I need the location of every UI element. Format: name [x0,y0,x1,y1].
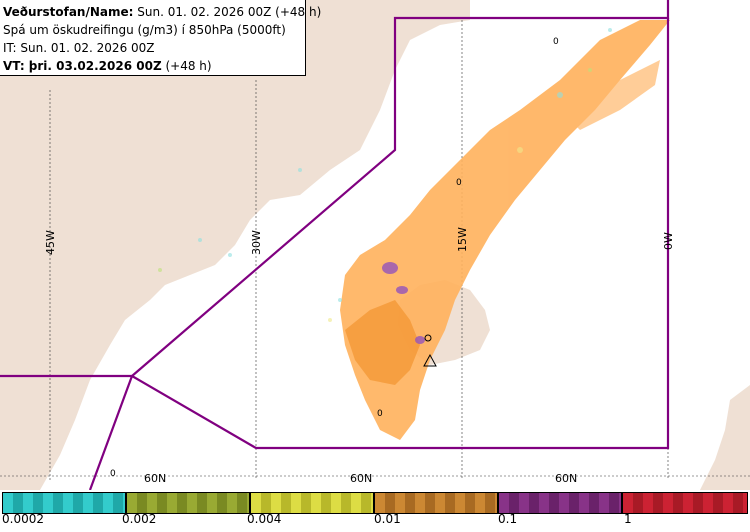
legend-swatch-5 [498,492,622,514]
zero-marker-sw: 0 [110,469,116,479]
info-line-1: Veðurstofan/Name: Sun. 01. 02. 2026 00Z … [3,3,321,21]
legend-tick-3: 0.004 [247,512,282,526]
ash-plume-dark [345,300,420,385]
airspace-boundary [0,0,670,490]
info-line-4-label: VT: þri. 03.02.2026 00Z [3,59,162,73]
legend-swatch-6 [622,492,748,514]
zero-marker-top: 0 [553,37,559,47]
info-line-1-label: Veðurstofan/Name: [3,5,134,19]
legend-swatch-2 [126,492,250,514]
lat-label-left: 60N [144,472,166,485]
info-line-3: IT: Sun. 01. 02. 2026 00Z [3,41,155,55]
color-legend [0,490,750,532]
zero-marker-mid: 0 [456,178,462,188]
info-line-2: Spá um öskudreifingu (g/m3) í 850hPa (50… [3,23,286,37]
lat-label-right: 60N [555,472,577,485]
info-box: Veðurstofan/Name: Sun. 01. 02. 2026 00Z … [0,0,321,76]
zero-marker-south: 0 [377,409,383,419]
legend-swatch-3 [250,492,374,514]
legend-tick-6: 1 [624,512,632,526]
info-line-4-value: (+48 h) [161,59,212,73]
ash-core [382,262,425,344]
lon-label-15w: 15W [456,227,469,252]
lon-label-30w: 30W [250,230,263,255]
lat-label-mid: 60N [350,472,372,485]
legend-tick-4: 0.01 [374,512,401,526]
ash-plume [340,20,670,440]
legend-swatch-1 [2,492,126,514]
legend-tick-5: 0.1 [498,512,518,526]
ash-dispersion-map: 45W 30W 15W 0W 60N 60N 60N 0 0 0 0 [0,0,750,490]
norway-land [700,385,750,490]
info-line-4: VT: þri. 03.02.2026 00Z (+48 h) [3,57,305,75]
lon-label-45w: 45W [44,230,57,255]
info-line-1-value: Sun. 01. 02. 2026 00Z (+48 h) [133,5,322,19]
legend-swatch-4 [374,492,498,514]
volcano-icon [423,334,437,367]
greenland-land [0,0,470,490]
low-concentration-speckles [158,28,612,322]
legend-tick-1: 0.0002 [2,512,44,526]
legend-tick-2: 0.002 [122,512,157,526]
lon-label-0w: 0W [662,232,675,250]
